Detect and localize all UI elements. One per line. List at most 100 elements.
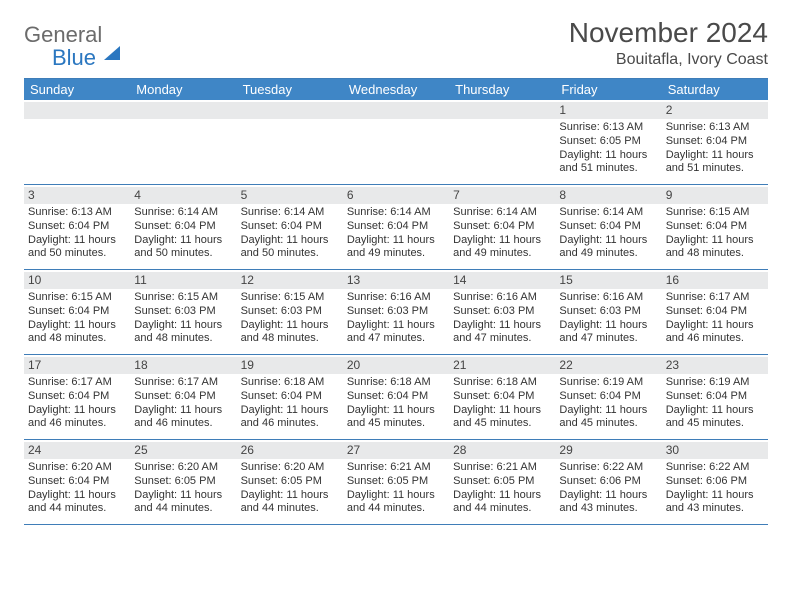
day-of-week: Tuesday [237,79,343,100]
sunset-text: Sunset: 6:05 PM [347,475,445,489]
day-cell: 22Sunrise: 6:19 AMSunset: 6:04 PMDayligh… [555,355,661,439]
day-number: 5 [237,187,343,204]
week-row: 3Sunrise: 6:13 AMSunset: 6:04 PMDaylight… [24,185,768,270]
sunrise-text: Sunrise: 6:13 AM [666,121,764,135]
daylight-text: Daylight: 11 hours and 45 minutes. [666,404,764,432]
day-of-week: Friday [555,79,661,100]
sunrise-text: Sunrise: 6:13 AM [28,206,126,220]
day-number: 30 [662,442,768,459]
day-number: 16 [662,272,768,289]
sunrise-text: Sunrise: 6:22 AM [559,461,657,475]
title-block: November 2024 Bouitafla, Ivory Coast [569,18,768,69]
sunrise-text: Sunrise: 6:18 AM [241,376,339,390]
sunrise-text: Sunrise: 6:21 AM [347,461,445,475]
sunrise-text: Sunrise: 6:15 AM [28,291,126,305]
day-cell [237,100,343,184]
daylight-text: Daylight: 11 hours and 46 minutes. [28,404,126,432]
day-cell: 27Sunrise: 6:21 AMSunset: 6:05 PMDayligh… [343,440,449,524]
sunrise-text: Sunrise: 6:22 AM [666,461,764,475]
daylight-text: Daylight: 11 hours and 49 minutes. [559,234,657,262]
daylight-text: Daylight: 11 hours and 43 minutes. [666,489,764,517]
sunset-text: Sunset: 6:04 PM [347,220,445,234]
sunset-text: Sunset: 6:04 PM [559,220,657,234]
sunset-text: Sunset: 6:06 PM [559,475,657,489]
weeks-container: 1Sunrise: 6:13 AMSunset: 6:05 PMDaylight… [24,100,768,525]
logo-word1: General [24,22,102,47]
sunset-text: Sunset: 6:03 PM [559,305,657,319]
month-title: November 2024 [569,18,768,49]
day-cell: 30 Sunrise: 6:22 AMSunset: 6:06 PMDayligh… [662,440,768,524]
day-cell: 11Sunrise: 6:15 AMSunset: 6:03 PMDayligh… [130,270,236,354]
daylight-text: Daylight: 11 hours and 48 minutes. [134,319,232,347]
day-cell: 18Sunrise: 6:17 AMSunset: 6:04 PMDayligh… [130,355,236,439]
week-row: 17Sunrise: 6:17 AMSunset: 6:04 PMDayligh… [24,355,768,440]
sunset-text: Sunset: 6:04 PM [28,390,126,404]
day-of-week-row: SundayMondayTuesdayWednesdayThursdayFrid… [24,79,768,100]
sunrise-text: Sunrise: 6:16 AM [559,291,657,305]
daylight-text: Daylight: 11 hours and 46 minutes. [241,404,339,432]
daylight-text: Daylight: 11 hours and 44 minutes. [453,489,551,517]
logo-word2: Blue [24,45,96,70]
sunset-text: Sunset: 6:04 PM [134,220,232,234]
sunset-text: Sunset: 6:05 PM [559,135,657,149]
sunset-text: Sunset: 6:04 PM [453,390,551,404]
daylight-text: Daylight: 11 hours and 44 minutes. [241,489,339,517]
daylight-text: Daylight: 11 hours and 50 minutes. [241,234,339,262]
daylight-text: Daylight: 11 hours and 49 minutes. [347,234,445,262]
day-cell: 24Sunrise: 6:20 AMSunset: 6:04 PMDayligh… [24,440,130,524]
day-number: 3 [24,187,130,204]
logo-text-block: General Blue [24,24,120,70]
day-number: 26 [237,442,343,459]
daylight-text: Daylight: 11 hours and 48 minutes. [28,319,126,347]
sunrise-text: Sunrise: 6:16 AM [453,291,551,305]
day-cell: 5Sunrise: 6:14 AMSunset: 6:04 PMDaylight… [237,185,343,269]
location: Bouitafla, Ivory Coast [569,51,768,69]
daylight-text: Daylight: 11 hours and 50 minutes. [134,234,232,262]
day-of-week: Saturday [662,79,768,100]
daylight-text: Daylight: 11 hours and 46 minutes. [134,404,232,432]
day-cell: 19Sunrise: 6:18 AMSunset: 6:04 PMDayligh… [237,355,343,439]
sunrise-text: Sunrise: 6:19 AM [559,376,657,390]
day-number: 12 [237,272,343,289]
sunrise-text: Sunrise: 6:14 AM [134,206,232,220]
day-cell [343,100,449,184]
sunrise-text: Sunrise: 6:17 AM [28,376,126,390]
day-number: 19 [237,357,343,374]
sunset-text: Sunset: 6:05 PM [453,475,551,489]
day-cell: 6 Sunrise: 6:14 AMSunset: 6:04 PMDaylight… [343,185,449,269]
day-number: 6 [343,187,449,204]
sunrise-text: Sunrise: 6:14 AM [559,206,657,220]
day-number: 1 [555,102,661,119]
day-number: 17 [24,357,130,374]
sunset-text: Sunset: 6:04 PM [28,305,126,319]
daylight-text: Daylight: 11 hours and 44 minutes. [134,489,232,517]
sunrise-text: Sunrise: 6:20 AM [241,461,339,475]
day-cell: 23Sunrise: 6:19 AMSunset: 6:04 PMDayligh… [662,355,768,439]
day-number [449,102,555,119]
logo-triangle-icon [104,29,120,60]
day-number: 24 [24,442,130,459]
sunset-text: Sunset: 6:04 PM [28,475,126,489]
day-of-week: Thursday [449,79,555,100]
sunset-text: Sunset: 6:04 PM [28,220,126,234]
day-number: 11 [130,272,236,289]
sunset-text: Sunset: 6:04 PM [666,135,764,149]
day-number [130,102,236,119]
sunrise-text: Sunrise: 6:18 AM [347,376,445,390]
daylight-text: Daylight: 11 hours and 51 minutes. [559,149,657,177]
daylight-text: Daylight: 11 hours and 47 minutes. [559,319,657,347]
daylight-text: Daylight: 11 hours and 47 minutes. [453,319,551,347]
sunrise-text: Sunrise: 6:15 AM [241,291,339,305]
sunset-text: Sunset: 6:04 PM [453,220,551,234]
sunrise-text: Sunrise: 6:14 AM [347,206,445,220]
day-cell: 9Sunrise: 6:15 AMSunset: 6:04 PMDaylight… [662,185,768,269]
day-cell: 15 Sunrise: 6:16 AMSunset: 6:03 PMDayligh… [555,270,661,354]
sunrise-text: Sunrise: 6:14 AM [241,206,339,220]
sunset-text: Sunset: 6:03 PM [241,305,339,319]
sunset-text: Sunset: 6:06 PM [666,475,764,489]
daylight-text: Daylight: 11 hours and 51 minutes. [666,149,764,177]
day-number: 15 [555,272,661,289]
header: General Blue November 2024 Bouitafla, Iv… [24,18,768,70]
day-cell: 14Sunrise: 6:16 AMSunset: 6:03 PMDayligh… [449,270,555,354]
day-cell: 17 Sunrise: 6:17 AMSunset: 6:04 PMDayligh… [24,355,130,439]
